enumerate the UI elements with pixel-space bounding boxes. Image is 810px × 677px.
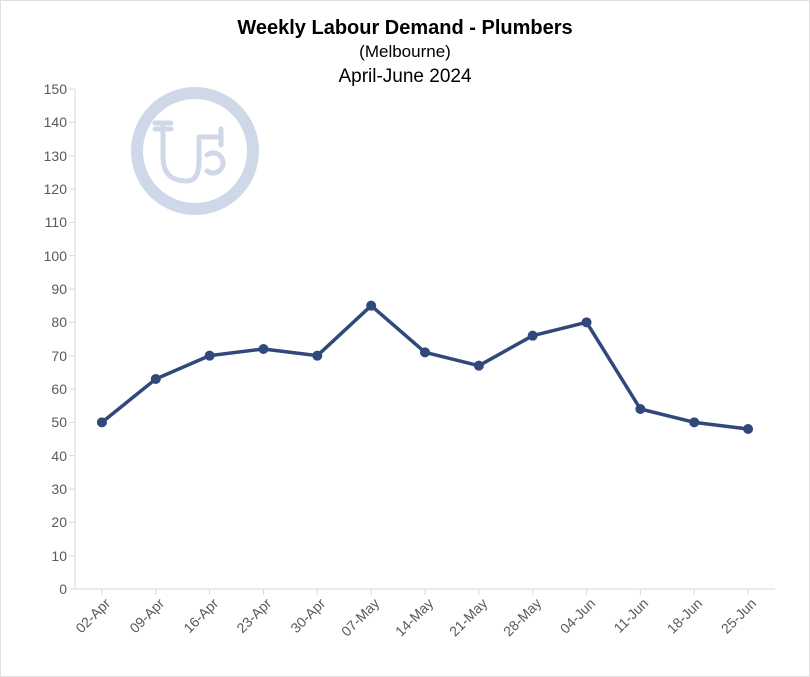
data-point <box>258 344 268 354</box>
y-tick-label: 30 <box>51 481 75 497</box>
chart-subtitle-period: April-June 2024 <box>1 66 809 88</box>
data-point <box>97 417 107 427</box>
data-point <box>420 347 430 357</box>
chart-svg <box>75 89 775 589</box>
x-tick-label: 11-Jun <box>611 595 652 636</box>
y-tick-label: 10 <box>51 548 75 564</box>
data-point <box>205 351 215 361</box>
chart-subtitle-location: (Melbourne) <box>1 42 809 62</box>
y-tick-label: 20 <box>51 514 75 530</box>
data-point <box>743 424 753 434</box>
axis-lines <box>75 89 775 589</box>
x-tick-label: 02-Apr <box>72 595 113 636</box>
y-tick-label: 0 <box>59 581 75 597</box>
y-tick-label: 80 <box>51 314 75 330</box>
data-series-line <box>102 306 748 429</box>
y-tick-label: 120 <box>44 181 75 197</box>
x-tick-label: 18-Jun <box>664 595 706 637</box>
data-point <box>366 301 376 311</box>
x-tick-label: 28-May <box>500 595 544 639</box>
y-tick-label: 50 <box>51 414 75 430</box>
title-block: Weekly Labour Demand - Plumbers (Melbour… <box>1 17 809 88</box>
x-tick-label: 07-May <box>338 595 382 639</box>
x-tick-label: 30-Apr <box>288 595 329 636</box>
chart-container: Weekly Labour Demand - Plumbers (Melbour… <box>0 0 810 677</box>
x-tick-label: 09-Apr <box>126 595 167 636</box>
data-point <box>312 351 322 361</box>
watermark-icon <box>137 93 253 209</box>
data-point <box>528 331 538 341</box>
x-tick-label: 04-Jun <box>556 595 598 637</box>
data-point <box>582 317 592 327</box>
x-tick-label: 16-Apr <box>180 595 221 636</box>
x-tick-label: 23-Apr <box>234 595 275 636</box>
chart-title: Weekly Labour Demand - Plumbers <box>1 17 809 40</box>
data-point <box>689 417 699 427</box>
y-tick-label: 40 <box>51 448 75 464</box>
y-tick-label: 140 <box>44 114 75 130</box>
plot-area: 010203040506070809010011012013014015002-… <box>75 89 775 589</box>
y-tick-label: 70 <box>51 348 75 364</box>
data-point <box>474 361 484 371</box>
x-tick-label: 21-May <box>446 595 490 639</box>
x-tick-label: 25-Jun <box>718 595 760 637</box>
y-tick-label: 90 <box>51 281 75 297</box>
y-tick-label: 150 <box>44 81 75 97</box>
y-tick-label: 100 <box>44 248 75 264</box>
data-point <box>151 374 161 384</box>
data-point <box>635 404 645 414</box>
y-tick-label: 60 <box>51 381 75 397</box>
y-tick-label: 130 <box>44 148 75 164</box>
y-tick-label: 110 <box>45 214 75 230</box>
x-tick-label: 14-May <box>392 595 436 639</box>
